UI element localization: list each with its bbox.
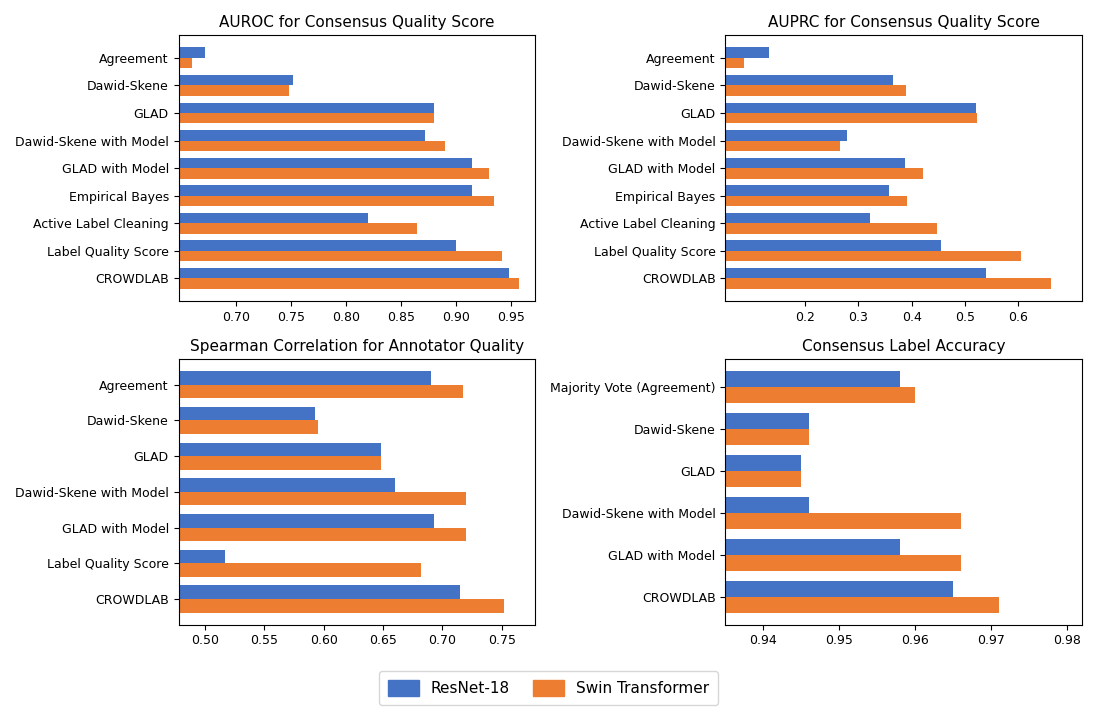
Bar	[0, 581, 953, 597]
Bar	[0, 158, 473, 168]
Bar	[0, 140, 445, 151]
Bar	[0, 371, 900, 387]
Title: Consensus Label Accuracy: Consensus Label Accuracy	[802, 338, 1006, 354]
Bar	[0, 554, 961, 571]
Bar	[0, 550, 225, 563]
Bar	[699, 102, 975, 113]
Title: Spearman Correlation for Annotator Quality: Spearman Correlation for Annotator Quali…	[190, 338, 524, 354]
Bar	[699, 240, 941, 251]
Bar	[699, 223, 937, 234]
Bar	[0, 563, 421, 577]
Bar	[0, 75, 293, 86]
Bar	[699, 158, 905, 168]
Bar	[0, 497, 808, 513]
Bar	[0, 223, 418, 234]
Bar	[0, 478, 395, 492]
Bar	[699, 268, 986, 279]
Bar	[0, 240, 456, 251]
Bar	[699, 48, 769, 58]
Bar	[0, 471, 801, 487]
Bar	[0, 196, 495, 206]
Bar	[699, 75, 893, 86]
Bar	[0, 407, 315, 420]
Bar	[0, 279, 519, 289]
Bar	[0, 513, 961, 528]
Bar	[0, 48, 205, 58]
Bar	[699, 213, 870, 223]
Bar	[699, 130, 847, 140]
Bar	[699, 185, 890, 196]
Title: AUPRC for Consensus Quality Score: AUPRC for Consensus Quality Score	[768, 15, 1040, 30]
Bar	[0, 130, 426, 140]
Bar	[0, 185, 473, 196]
Bar	[0, 113, 434, 124]
Bar	[0, 86, 289, 96]
Bar	[0, 429, 808, 445]
Bar	[699, 251, 1021, 261]
Bar	[0, 102, 434, 113]
Bar	[0, 251, 502, 261]
Bar	[0, 597, 998, 613]
Bar	[0, 58, 192, 68]
Bar	[0, 413, 808, 429]
Bar	[699, 86, 906, 96]
Bar	[0, 387, 915, 403]
Bar	[0, 384, 463, 398]
Bar	[0, 420, 318, 434]
Legend: ResNet-18, Swin Transformer: ResNet-18, Swin Transformer	[378, 671, 719, 705]
Bar	[0, 456, 381, 469]
Bar	[699, 58, 744, 68]
Bar	[699, 196, 907, 206]
Bar	[0, 168, 489, 179]
Bar	[699, 168, 924, 179]
Bar	[0, 585, 461, 599]
Bar	[0, 455, 801, 471]
Bar	[699, 113, 976, 124]
Bar	[0, 213, 367, 223]
Title: AUROC for Consensus Quality Score: AUROC for Consensus Quality Score	[219, 15, 495, 30]
Bar	[0, 599, 505, 613]
Bar	[0, 539, 900, 554]
Bar	[0, 371, 431, 384]
Bar	[0, 443, 381, 456]
Bar	[699, 140, 840, 151]
Bar	[699, 279, 1051, 289]
Bar	[0, 528, 466, 541]
Bar	[0, 514, 434, 528]
Bar	[0, 268, 509, 279]
Bar	[0, 492, 466, 505]
